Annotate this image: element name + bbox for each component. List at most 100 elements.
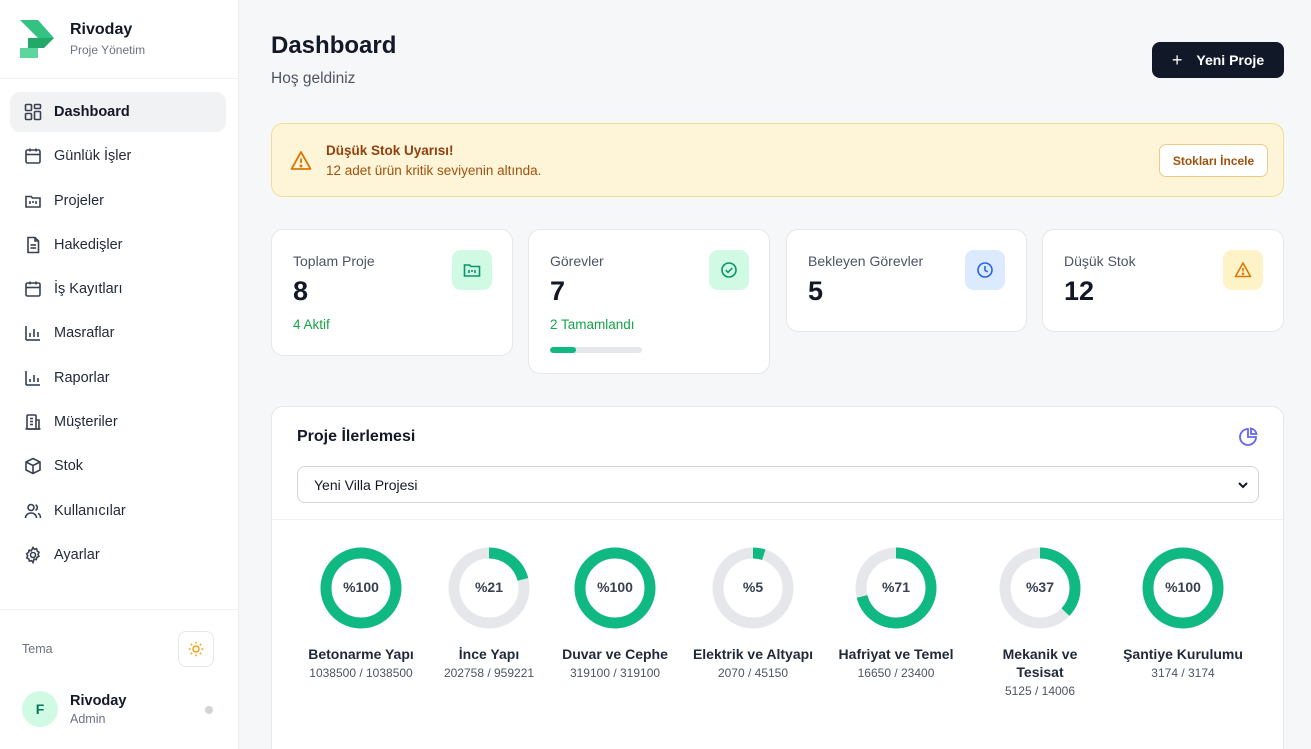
stat-sub: 2 Tamamlandı [550, 317, 635, 332]
progress-ring: %21 İnce Yapı 202758 / 959221 [414, 547, 564, 680]
review-stock-button[interactable]: Stokları İncele [1159, 144, 1268, 177]
theme-label: Tema [22, 642, 53, 656]
chevron-down-icon [1238, 482, 1248, 489]
sidebar-item-settings[interactable]: Ayarlar [10, 535, 226, 575]
sidebar-item-stock[interactable]: Stok [10, 446, 226, 486]
ring-phase-name: Mekanik ve Tesisat [1002, 646, 1078, 680]
sidebar-item-expenses[interactable]: Masraflar [10, 313, 226, 353]
calendar-icon [24, 147, 42, 165]
progress-ring: %71 Hafriyat ve Temel 16650 / 23400 [821, 547, 971, 680]
progress-ring: %37 Mekanik ve Tesisat 5125 / 14006 [965, 547, 1115, 698]
ring-phase-name: Şantiye Kurulumu [1123, 646, 1243, 662]
sidebar-item-projects[interactable]: Projeler [10, 181, 226, 221]
sidebar-footer: Tema F Rivoday Admin [0, 609, 239, 749]
stat-label: Düşük Stok [1064, 253, 1136, 269]
bar-chart-icon [24, 324, 42, 342]
ring-values: 2070 / 45150 [717, 666, 789, 680]
folder-icon [452, 250, 492, 290]
ring-values: 202758 / 959221 [443, 666, 535, 680]
ring-chart [855, 547, 937, 629]
pie-chart-icon[interactable] [1237, 426, 1259, 448]
sidebar-item-label: İş Kayıtları [54, 281, 123, 298]
stat-card-low-stock[interactable]: Düşük Stok 12 [1042, 229, 1284, 332]
alert-title: Düşük Stok Uyarısı! [326, 143, 454, 158]
sidebar-item-label: Stok [54, 458, 84, 475]
progress-ring: %5 Elektrik ve Altyapı 2070 / 45150 [678, 547, 828, 680]
warning-icon [1223, 250, 1263, 290]
stat-value: 5 [808, 276, 824, 306]
stat-label: Görevler [550, 253, 604, 269]
low-stock-alert: Düşük Stok Uyarısı! 12 adet ürün kritik … [271, 123, 1284, 197]
brand[interactable]: Rivoday Proje Yönetim [0, 0, 239, 79]
sidebar-item-label: Kullanıcılar [54, 502, 126, 519]
alert-text: 12 adet ürün kritik seviyenin altında. [326, 163, 542, 178]
stat-sub: 4 Aktif [293, 317, 330, 332]
avatar[interactable]: F [22, 691, 58, 727]
sidebar-item-reports[interactable]: Raporlar [10, 358, 226, 398]
document-icon [24, 236, 42, 254]
check-circle-icon [709, 250, 749, 290]
ring-values: 5125 / 14006 [1004, 684, 1076, 698]
sidebar-item-customers[interactable]: Müşteriler [10, 402, 226, 442]
bar-chart-icon [24, 369, 42, 387]
sidebar-item-users[interactable]: Kullanıcılar [10, 491, 226, 531]
tasks-progress-fill [550, 347, 577, 353]
sidebar-item-label: Hakedişler [54, 236, 123, 253]
sidebar-item-label: Projeler [54, 192, 104, 209]
sidebar-item-label: Masraflar [54, 325, 115, 342]
ring-values: 16650 / 23400 [857, 666, 935, 680]
tasks-progress-bar [550, 347, 642, 353]
ring-percent: %100 [597, 579, 633, 595]
stat-card-pending-tasks[interactable]: Bekleyen Görevler 5 [786, 229, 1027, 332]
stat-card-total-projects[interactable]: Toplam Proje 8 4 Aktif [271, 229, 513, 356]
warning-icon [290, 151, 312, 170]
sidebar-item-label: Ayarlar [54, 546, 100, 563]
stat-value: 7 [550, 276, 566, 306]
ring-phase-name: İnce Yapı [458, 646, 520, 662]
sidebar-item-dashboard[interactable]: Dashboard [10, 92, 226, 132]
ring-chart [712, 547, 794, 629]
sidebar-item-work-logs[interactable]: İş Kayıtları [10, 269, 226, 309]
ring-percent: %5 [742, 579, 764, 595]
sidebar-nav: Dashboard Günlük İşler Projeler Hakedişl… [10, 92, 226, 579]
ring-phase-name: Duvar ve Cephe [562, 646, 668, 662]
ring-phase-name: Elektrik ve Altyapı [692, 646, 814, 662]
ring-fill [574, 547, 656, 629]
calendar-icon [24, 280, 42, 298]
ring-chart [574, 547, 656, 629]
status-dot [205, 706, 213, 714]
theme-toggle-button[interactable] [178, 631, 214, 667]
sidebar-item-daily-tasks[interactable]: Günlük İşler [10, 136, 226, 176]
ring-fill [999, 547, 1081, 629]
panel-title: Proje İlerlemesi [297, 428, 416, 445]
sidebar: Rivoday Proje Yönetim Dashboard Günlük İ… [0, 0, 239, 749]
dashboard-grid-icon [24, 103, 42, 121]
ring-chart [448, 547, 530, 629]
ring-fill [855, 547, 937, 629]
ring-percent: %21 [474, 579, 504, 595]
brand-subtitle: Proje Yönetim [70, 43, 146, 57]
gear-icon [24, 545, 42, 564]
sidebar-item-label: Raporlar [54, 369, 110, 386]
sidebar-item-label: Dashboard [54, 104, 130, 120]
stat-value: 8 [293, 276, 309, 306]
ring-chart [320, 547, 402, 629]
sidebar-item-label: Günlük İşler [54, 148, 132, 165]
page-subtitle: Hoş geldiniz [271, 70, 356, 87]
ring-fill [712, 547, 794, 629]
box-icon [24, 457, 42, 475]
sidebar-item-label: Müşteriler [54, 414, 118, 431]
ring-values: 3174 / 3174 [1151, 666, 1215, 680]
ring-fill [1142, 547, 1224, 629]
project-progress-panel: Proje İlerlemesi Yeni Villa Projesi %100… [271, 406, 1284, 749]
ring-percent: %100 [1165, 579, 1201, 595]
project-select[interactable]: Yeni Villa Projesi [297, 466, 1259, 503]
ring-fill [448, 547, 530, 629]
ring-percent: %100 [343, 579, 379, 595]
user-name: Rivoday [70, 693, 127, 709]
sidebar-item-progress-payments[interactable]: Hakedişler [10, 225, 226, 265]
stat-card-tasks[interactable]: Görevler 7 2 Tamamlandı [528, 229, 770, 374]
project-select-value: Yeni Villa Projesi [314, 476, 418, 493]
ring-percent: %71 [881, 579, 911, 595]
new-project-button[interactable]: + Yeni Proje [1152, 42, 1284, 78]
